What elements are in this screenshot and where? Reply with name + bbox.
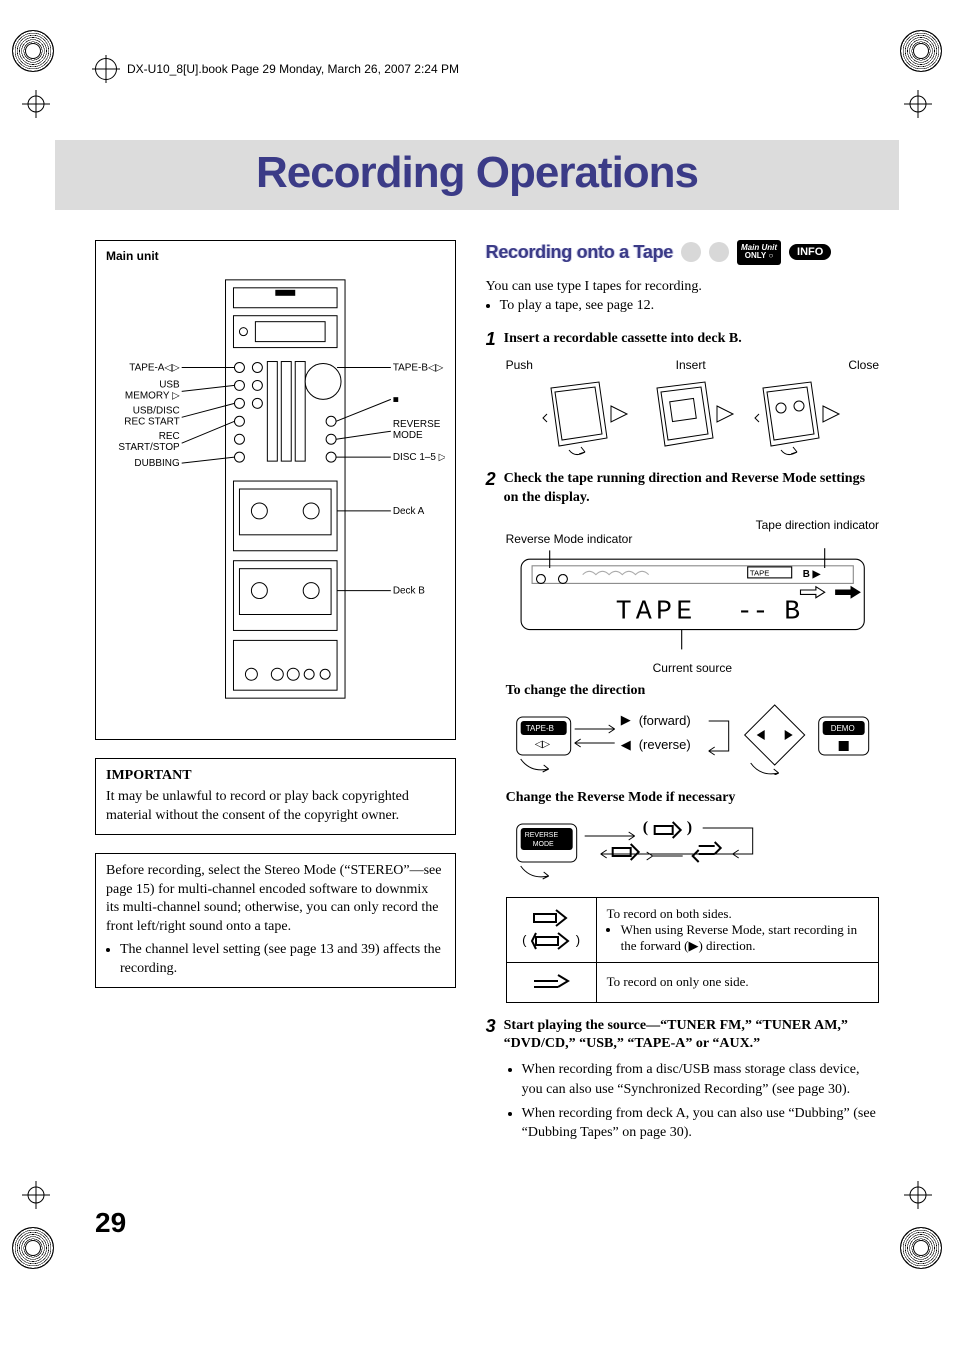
important-heading: IMPORTANT (106, 767, 445, 786)
cassette-labels: Push Insert Close (506, 358, 879, 372)
svg-text:REC START: REC START (124, 416, 179, 427)
revmode-sym-both: ( ) (506, 897, 596, 962)
svg-text:TAPE-B◁▷: TAPE-B◁▷ (393, 362, 444, 373)
svg-text:TAPE-A◁▷: TAPE-A◁▷ (129, 362, 180, 373)
svg-text:REVERSE: REVERSE (393, 419, 441, 430)
crop-mark-icon (22, 1181, 50, 1209)
svg-text:-- B: -- B (736, 596, 799, 626)
print-ring-icon (12, 30, 54, 72)
page-title: Recording Operations (55, 148, 899, 198)
svg-text:USB: USB (159, 379, 180, 390)
note-text: Before recording, select the Stereo Mode… (106, 862, 445, 938)
print-ring-icon (12, 1227, 54, 1269)
svg-text:(reverse): (reverse) (638, 737, 690, 752)
book-header: DX-U10_8[U].book Page 29 Monday, March 2… (95, 58, 459, 80)
crop-mark-icon (22, 90, 50, 118)
section-header: Recording onto a Tape Main Unit ONLY ○ I… (486, 240, 879, 265)
note-bullet: The channel level setting (see page 13 a… (120, 941, 445, 979)
svg-text:REC: REC (159, 431, 180, 442)
display-indicator-diagram: Tape direction indicator Reverse Mode in… (506, 518, 879, 675)
svg-text:TAPE: TAPE (750, 568, 770, 577)
cassette-diagrams (506, 378, 879, 456)
svg-text:Deck B: Deck B (393, 586, 425, 597)
svg-text:▶: ▶ (620, 712, 630, 727)
note-box: Before recording, select the Stereo Mode… (95, 853, 456, 988)
svg-text:◀: ◀ (620, 737, 630, 752)
main-unit-caption: Main unit (106, 249, 445, 263)
revmode-one-text: To record on only one side. (596, 962, 878, 1002)
main-unit-svg: TAPE-A◁▷ USBMEMORY ▷ USB/DISCREC START R… (106, 271, 445, 711)
svg-text:Deck A: Deck A (393, 506, 425, 517)
step-1: 1 Insert a recordable cassette into deck… (486, 330, 879, 350)
change-revmode-heading: Change the Reverse Mode if necessary (506, 790, 879, 806)
crop-mark-icon (904, 90, 932, 118)
svg-text:DEMO: DEMO (830, 724, 854, 733)
crop-mark-icon (904, 1181, 932, 1209)
step-2: 2 Check the tape running direction and R… (486, 470, 879, 508)
svg-text:START/STOP: START/STOP (118, 442, 180, 453)
page-title-banner: Recording Operations (55, 140, 899, 210)
svg-text:REVERSE: REVERSE (524, 832, 558, 839)
svg-text:MEMORY ▷: MEMORY ▷ (125, 390, 180, 401)
change-direction-heading: To change the direction (506, 683, 879, 699)
main-unit-diagram: Main unit (95, 240, 456, 740)
svg-text:(: ( (642, 819, 647, 836)
svg-text:USB/DISC: USB/DISC (133, 405, 180, 416)
intro-text: You can use type I tapes for recording. … (486, 277, 879, 316)
page-number: 29 (95, 1207, 879, 1239)
svg-text:MODE: MODE (393, 430, 423, 441)
decor-dot-icon (709, 242, 729, 262)
revmode-sym-one (506, 962, 596, 1002)
book-header-text: DX-U10_8[U].book Page 29 Monday, March 2… (127, 62, 459, 76)
section-title: Recording onto a Tape (486, 242, 673, 263)
svg-text:◁▷: ◁▷ (534, 739, 550, 750)
print-ring-icon (900, 1227, 942, 1269)
svg-text:DISC 1–5 ▷: DISC 1–5 ▷ (393, 452, 445, 463)
svg-text:): ) (686, 819, 691, 836)
step-3: 3 Start playing the source—“TUNER FM,” “… (486, 1017, 879, 1147)
decor-dot-icon (681, 242, 701, 262)
mainunit-only-badge: Main Unit ONLY ○ (737, 240, 781, 265)
reverse-mode-table: ( ) To record on both sides. When using … (506, 897, 879, 1003)
target-icon (95, 58, 117, 80)
reverse-mode-diagram: REVERSE MODE ( ) (506, 806, 879, 882)
revmode-both-text: To record on both sides. When using Reve… (596, 897, 878, 962)
svg-text:■: ■ (393, 394, 399, 405)
svg-text:(forward): (forward) (638, 713, 690, 728)
svg-text:DUBBING: DUBBING (134, 458, 179, 469)
info-badge: INFO (789, 244, 831, 260)
important-box: IMPORTANT It may be unlawful to record o… (95, 758, 456, 835)
print-ring-icon (900, 30, 942, 72)
svg-text:TAPE-B: TAPE-B (525, 724, 553, 733)
svg-text:MODE: MODE (532, 841, 553, 848)
svg-text:B ▶: B ▶ (802, 568, 821, 579)
svg-text:TAPE: TAPE (615, 596, 696, 626)
direction-diagram: TAPE-B ◁▷ ▶ (forward) ◀ (reverse) (506, 699, 879, 775)
important-text: It may be unlawful to record or play bac… (106, 788, 445, 826)
